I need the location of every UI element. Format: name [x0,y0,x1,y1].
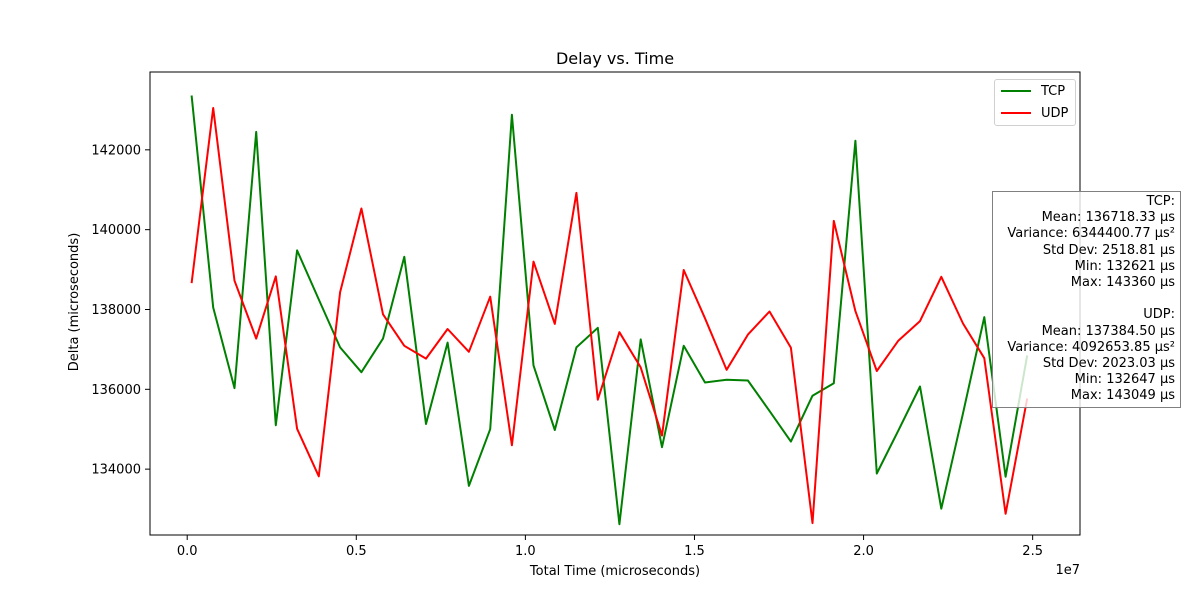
tcp-stddev: Std Dev: 2518.81 μs [1042,242,1175,258]
x-tick-label: 2.0 [853,544,874,559]
udp-variance: Variance: 4092653.85 μs² [1007,339,1175,355]
x-tick-label: 0.0 [177,544,198,559]
series-line-tcp [190,95,1029,526]
plot-area [190,95,1029,526]
y-axis-label: Delta (microseconds) [67,233,82,372]
axes: 0.0 0.5 1.0 1.5 2.0 2.5 134000 136000 138000 1400… [91,71,1081,559]
y-tick-label: 134000 [91,463,141,478]
y-tick-label: 136000 [91,383,141,398]
legend-swatch-tcp [1001,90,1031,92]
y-tick-label: 142000 [91,143,141,158]
stats-spacer [998,291,1175,307]
x-tick-label: 2.5 [1022,544,1043,559]
legend-label-tcp: TCP [1041,83,1066,99]
series-line-udp [190,107,1029,525]
statistics-box: TCP: Mean: 136718.33 μs Variance: 634440… [992,191,1181,408]
tcp-stats-header: TCP: [1146,194,1175,209]
x-axis-label: Total Time (microseconds) [529,564,700,579]
udp-stddev: Std Dev: 2023.03 μs [1042,356,1175,372]
y-tick-label: 140000 [91,223,141,238]
tcp-max: Max: 143360 μs [1070,275,1175,291]
legend-item-udp: UDP [1001,104,1068,122]
x-tick-label: 0.5 [346,544,367,559]
udp-max: Max: 143049 μs [1070,388,1175,404]
tcp-variance: Variance: 6344400.77 μs² [1007,226,1175,242]
legend-item-tcp: TCP [1001,82,1065,100]
tcp-mean: Mean: 136718.33 μs [1041,210,1175,226]
legend-label-udp: UDP [1041,105,1069,121]
y-tick-label: 138000 [91,303,141,318]
chart-title: Delay vs. Time [556,49,674,68]
x-tick-label: 1.0 [515,544,536,559]
udp-min: Min: 132647 μs [1074,372,1175,388]
udp-mean: Mean: 137384.50 μs [1041,323,1175,339]
udp-stats-header: UDP: [1143,307,1175,323]
legend: TCP UDP [994,79,1076,126]
x-tick-label: 1.5 [684,544,705,559]
legend-swatch-udp [1001,112,1031,114]
tcp-min: Min: 132621 μs [1074,258,1175,274]
x-axis-offset-label: 1e7 [1055,563,1080,578]
plot-frame [149,71,1081,536]
